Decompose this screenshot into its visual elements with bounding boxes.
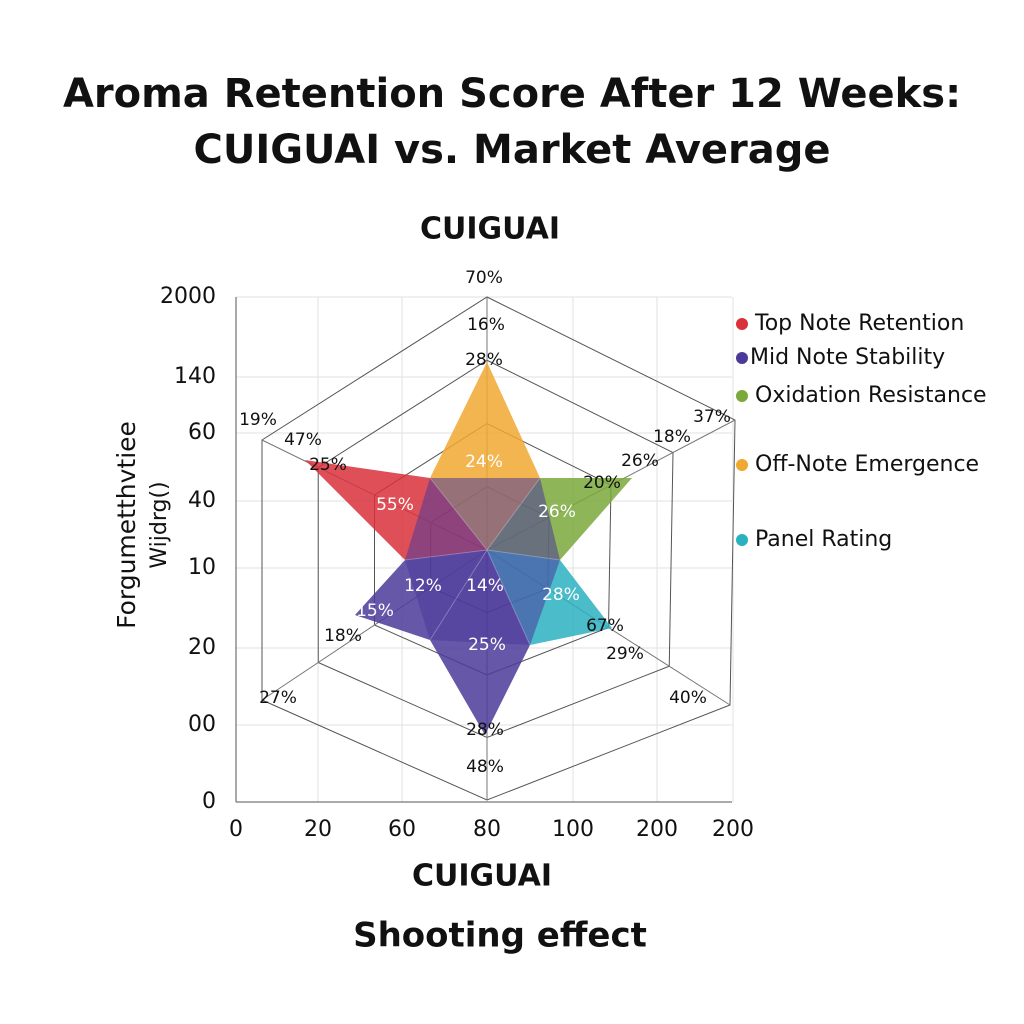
point-label: 27% [259, 688, 297, 708]
point-label: 28% [542, 585, 580, 605]
y-tick-label: 40 [188, 488, 216, 513]
radar-spoke [486, 549, 561, 561]
point-label: 18% [324, 626, 362, 646]
point-label: 28% [465, 350, 503, 370]
x-tick-label: 200 [712, 817, 754, 842]
legend-label: Oxidation Resistance [755, 383, 987, 408]
point-label: 47% [284, 430, 322, 450]
point-label: 25% [309, 455, 347, 475]
point-label: 55% [376, 495, 414, 515]
chart-title: CUIGUAI vs. Market Average [193, 127, 830, 173]
y-tick-label: 140 [174, 364, 216, 389]
y-tick-label: 10 [188, 555, 216, 580]
x-tick-label: 200 [636, 817, 678, 842]
point-label: 26% [621, 451, 659, 471]
point-label: 67% [586, 616, 624, 636]
radar-spoke [429, 549, 488, 641]
footer: Shooting effect [353, 916, 647, 956]
radar-spoke [486, 549, 531, 646]
point-label: 28% [466, 720, 504, 740]
radar-spoke [486, 477, 541, 551]
legend-marker [736, 534, 748, 546]
x-axis-label: CUIGUAI [412, 859, 552, 894]
point-label: 19% [239, 410, 277, 430]
legend-label: Top Note Retention [754, 311, 964, 336]
x-tick-label: 80 [473, 817, 501, 842]
legend-marker [736, 390, 748, 402]
point-label: 15% [356, 601, 394, 621]
legend-marker [736, 459, 748, 471]
y-tick-label: 20 [188, 635, 216, 660]
x-tick-label: 100 [552, 817, 594, 842]
chart-title: Aroma Retention Score After 12 Weeks: [63, 71, 961, 117]
y-tick-label: 2000 [160, 284, 216, 309]
y-axis-label: Wijdrg() [147, 481, 172, 568]
chart-subtitle: CUIGUAI [420, 212, 560, 247]
y-tick-label: 60 [188, 420, 216, 445]
legend-label: Off-Note Emergence [755, 452, 979, 477]
legend-label: Mid Note Stability [750, 345, 945, 370]
point-label: 20% [583, 473, 621, 493]
point-label: 16% [467, 315, 505, 335]
y-tick-label: 00 [188, 712, 216, 737]
point-label: 24% [465, 452, 503, 472]
legend-marker [736, 318, 748, 330]
point-label: 37% [693, 407, 731, 427]
point-label: 25% [468, 635, 506, 655]
point-label: 70% [465, 268, 503, 288]
radar-spoke [429, 477, 488, 551]
legend-label: Panel Rating [755, 527, 892, 552]
point-label: 40% [669, 688, 707, 708]
x-tick-label: 60 [388, 817, 416, 842]
point-label: 29% [606, 644, 644, 664]
radar-spoke [404, 549, 488, 561]
point-label: 12% [404, 576, 442, 596]
x-tick-label: 20 [304, 817, 332, 842]
point-label: 18% [653, 427, 691, 447]
point-label: 26% [538, 502, 576, 522]
point-label: 48% [466, 757, 504, 777]
y-axis-label: Forgumetthvtiee [112, 421, 141, 629]
x-tick-label: 0 [229, 817, 243, 842]
star-core [405, 478, 560, 645]
y-tick-label: 0 [202, 789, 216, 814]
legend-marker [736, 352, 748, 364]
point-label: 14% [466, 576, 504, 596]
